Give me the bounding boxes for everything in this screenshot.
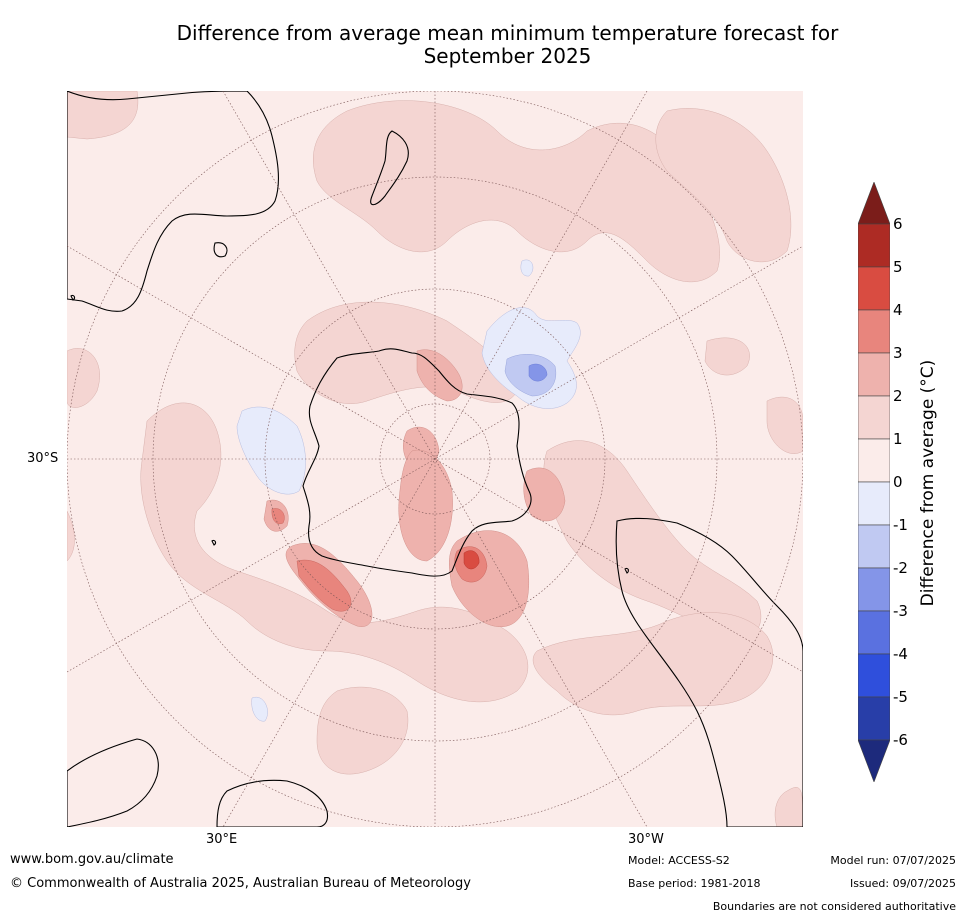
colorbar-segment-0-1 bbox=[858, 438, 890, 483]
colorbar-tick: -2 bbox=[893, 559, 908, 577]
antarctica-coast bbox=[302, 348, 532, 577]
colorbar-tick: 3 bbox=[893, 344, 903, 362]
colorbar-tick: -4 bbox=[893, 645, 908, 663]
colorbar-tick: -3 bbox=[893, 602, 908, 620]
southern-africa-coast bbox=[67, 738, 159, 827]
footer-disclaimer: Boundaries are not considered authoritat… bbox=[712, 900, 956, 913]
colorbar-segment-m3-m2 bbox=[858, 567, 890, 612]
colorbar-segment-4-5 bbox=[858, 266, 890, 311]
lon-label-30e: 30°E bbox=[206, 832, 238, 847]
colorbar-segment-2-3 bbox=[858, 352, 890, 397]
footer-model: Model: ACCESS-S2 bbox=[628, 854, 730, 867]
colorbar-segment-m6-m5 bbox=[858, 696, 890, 741]
colorbar-segment-m4-m3 bbox=[858, 610, 890, 655]
colorbar-segment-m5-m4 bbox=[858, 653, 890, 698]
footer-model-run: Model run: 07/07/2025 bbox=[830, 854, 956, 867]
colorbar-tick: 2 bbox=[893, 387, 903, 405]
new-zealand-coast bbox=[370, 130, 409, 206]
anomaly-band-1-to-2 bbox=[67, 91, 803, 827]
island-marks bbox=[70, 294, 630, 574]
lon-label-30w: 30°W bbox=[628, 832, 664, 847]
title-line-2: September 2025 bbox=[423, 44, 592, 68]
colorbar-segment-5-6 bbox=[858, 223, 890, 268]
australia-coast bbox=[67, 91, 279, 312]
colorbar-tick: 4 bbox=[893, 301, 903, 319]
colorbar-tick: 1 bbox=[893, 430, 903, 448]
colorbar-tick: 0 bbox=[893, 473, 903, 491]
colorbar-segment-3-4 bbox=[858, 309, 890, 354]
footer-copyright: © Commonwealth of Australia 2025, Austra… bbox=[10, 876, 471, 891]
colorbar-triangle-top bbox=[858, 182, 890, 225]
anomaly-band-4-to-5 bbox=[463, 550, 480, 570]
footer-url[interactable]: www.bom.gov.au/climate bbox=[10, 852, 174, 867]
colorbar-tick: 5 bbox=[893, 258, 903, 276]
colorbar-segment-m2-m1 bbox=[858, 524, 890, 569]
title-line-1: Difference from average mean minimum tem… bbox=[176, 21, 839, 45]
colorbar-tick: -5 bbox=[893, 688, 908, 706]
colorbar-tick: -6 bbox=[893, 731, 908, 749]
colorbar-segment-1-2 bbox=[858, 395, 890, 440]
lat-label-30s: 30°S bbox=[27, 451, 59, 466]
temperature-anomaly-map bbox=[67, 91, 803, 827]
south-america-coast bbox=[615, 517, 803, 827]
colorbar bbox=[858, 182, 890, 782]
footer-base-period: Base period: 1981-2018 bbox=[628, 877, 761, 890]
colorbar-label: Difference from average (°C) bbox=[918, 359, 938, 607]
chart-title: Difference from average mean minimum tem… bbox=[60, 22, 955, 68]
anomaly-band-minus-3-to-minus-2 bbox=[528, 363, 548, 382]
colorbar-segment-m1-0 bbox=[858, 481, 890, 526]
graticule bbox=[67, 91, 803, 827]
footer-issued: Issued: 09/07/2025 bbox=[849, 877, 956, 890]
colorbar-tick: 6 bbox=[893, 215, 903, 233]
colorbar-tick: -1 bbox=[893, 516, 908, 534]
colorbar-triangle-bottom bbox=[858, 739, 890, 782]
tasmania-coast bbox=[213, 242, 228, 258]
